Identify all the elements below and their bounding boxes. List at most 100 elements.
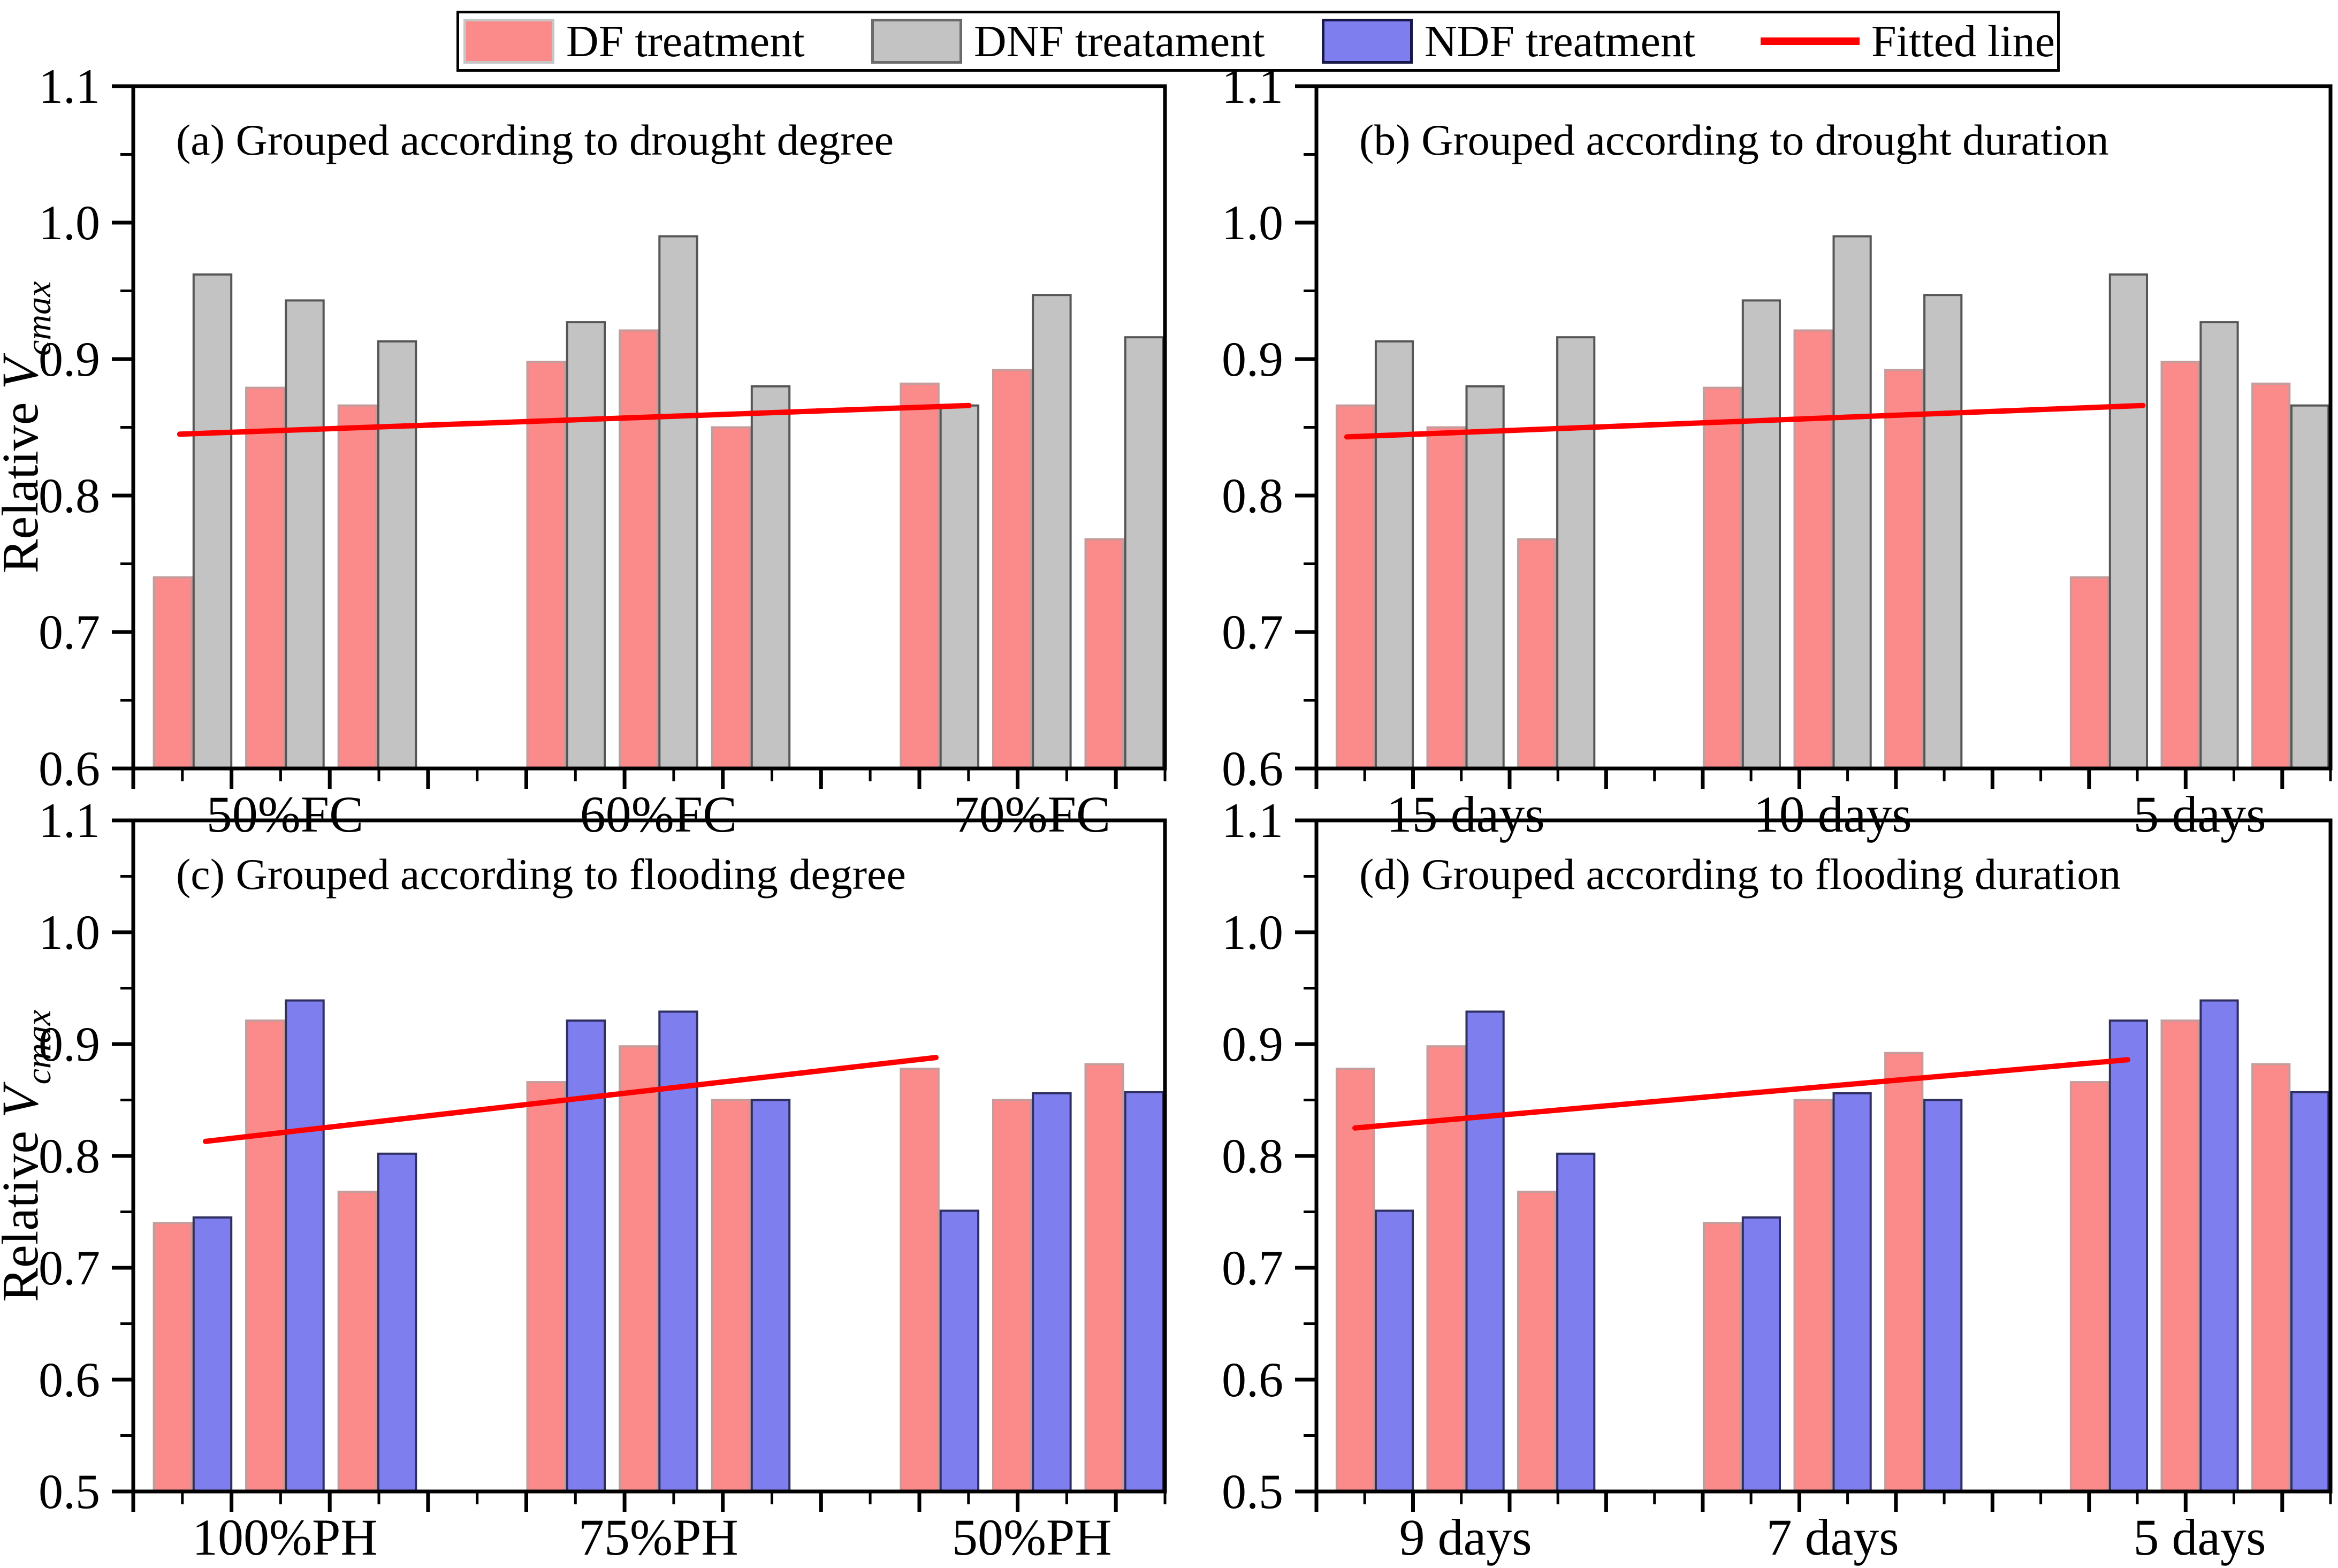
panel-d-bar-ndf-6 [2108,1019,2149,1493]
panel-b-category-label: 10 days [1754,786,1912,843]
panel-c-ytick-label: 0.6 [39,1352,100,1407]
panel-d-category-label: 7 days [1766,1509,1899,1566]
panel-d-bar-ndf-7 [2199,999,2239,1493]
panel-a-bar-dnf-8 [1124,336,1164,770]
panel-a-bar-df-5 [711,426,751,770]
panel-c-bar-df-3 [526,1081,566,1493]
panel-c-bar-df-8 [1084,1063,1124,1493]
panel-d-bar-ndf-0 [1374,1209,1414,1493]
panel-c-bar-df-1 [245,1019,285,1493]
panel-b-fitted-line [1344,402,2146,440]
panel-a-bar-dnf-2 [377,340,417,770]
panel-a-ytick-label: 1.0 [39,195,100,250]
panel-a-bar-df-2 [337,404,378,770]
panel-b-title: (b) Grouped according to drought duratio… [1359,116,2108,164]
panel-b-bar-df-5 [1884,369,1924,770]
panel-c-ytick-label: 1.0 [39,905,100,960]
panel-a-bar-df-0 [153,576,193,770]
panel-a-bar-df-7 [992,369,1032,770]
dnf-swatch-icon [871,19,962,64]
panel-c-bar-ndf-7 [1032,1092,1072,1493]
panel-c-fitted-line [203,1055,939,1144]
panel-b-bar-dnf-8 [2290,404,2330,770]
panel-b-bar-dnf-5 [1923,294,1963,770]
panel-d-bar-ndf-1 [1465,1010,1505,1493]
panel-a-bar-df-3 [526,361,566,770]
panel-d-bar-df-6 [2069,1081,2109,1493]
panel-d-bar-df-8 [2251,1063,2291,1493]
legend-item-dnf: DNF treatament [871,13,1265,69]
panel-b-category-label: 5 days [2134,786,2266,843]
legend-item-fitted-line: Fitted line [1761,13,2055,69]
panel-a-bar-df-8 [1084,538,1124,770]
panel-c-y-axis-label: RelativeVcmax [0,1010,58,1302]
panel-a-ytick-label: 1.1 [39,59,100,113]
panel-a-fitted-line [177,402,972,437]
panel-b-bar-df-2 [1517,538,1557,770]
panel-d-bar-df-0 [1335,1068,1375,1493]
panel-b-bar-df-6 [2069,576,2109,770]
panel-b-bar-df-0 [1335,404,1375,770]
panel-b-bar-df-7 [2160,361,2200,770]
panel-c-ytick-label: 0.9 [39,1017,100,1071]
panel-b-ytick-label: 0.8 [1222,468,1283,523]
panel-d-bar-df-4 [1793,1099,1833,1493]
panel-a-bar-dnf-3 [566,321,606,770]
panel-c-bar-df-4 [619,1045,659,1493]
panel-b-bar-dnf-7 [2199,321,2239,770]
panel-b-bar-df-4 [1793,329,1833,770]
panel-d-bar-df-3 [1702,1222,1742,1493]
panel-b-category-label: 15 days [1387,786,1545,843]
panel-b-bar-dnf-2 [1556,336,1596,770]
panel-d-ytick-label: 0.9 [1222,1017,1283,1071]
df-swatch-icon [463,19,554,64]
panel-a-category-label: 50%FC [207,786,363,843]
panel-d-fitted-line [1352,1057,2130,1131]
panel-a-title: (a) Grouped according to drought degree [176,116,894,164]
ndf-swatch-icon [1322,19,1413,64]
panel-c-bar-ndf-6 [939,1209,980,1493]
panel-d-bar-ndf-5 [1923,1099,1963,1493]
panel-d-bar-ndf-3 [1741,1216,1781,1493]
panel-c-ytick-label: 0.5 [39,1464,100,1519]
panel-d-bar-ndf-8 [2290,1091,2330,1493]
panel-a-bar-dnf-1 [285,299,325,770]
panel-a-bar-df-6 [900,382,940,770]
panel-a-bar-dnf-5 [750,385,791,770]
panel-d-bar-df-5 [1884,1052,1924,1493]
panel-b-bar-dnf-6 [2108,273,2149,770]
panel-b-bar-df-1 [1426,426,1466,770]
panel-b-ytick-label: 1.0 [1222,195,1283,250]
panel-c-bar-ndf-4 [658,1010,698,1493]
panel-a-ytick-label: 0.9 [39,332,100,386]
panel-c-category-label: 50%PH [952,1509,1112,1566]
panel-c-bar-df-2 [337,1190,378,1493]
panel-c-bar-ndf-3 [566,1019,606,1493]
panel-d-bar-df-7 [2160,1019,2200,1493]
panel-a-bar-dnf-0 [192,273,233,770]
panel-b-ytick-label: 0.7 [1222,605,1283,659]
panel-c-category-label: 100%PH [192,1509,378,1566]
panel-a-bar-dnf-7 [1032,294,1072,770]
panel-c-ytick-label: 0.7 [39,1240,100,1295]
panel-c-bar-df-7 [992,1099,1032,1493]
panel-c-bar-ndf-8 [1124,1091,1164,1493]
fitted-line-swatch-icon [1761,37,1860,45]
legend-item-ndf: NDF treatment [1322,13,1695,69]
panel-a-ytick-label: 0.7 [39,605,100,659]
panel-c-bar-df-0 [153,1222,193,1493]
panel-c-ytick-label: 1.1 [39,793,100,848]
panel-a-y-axis-label: RelativeVcmax [0,281,58,574]
panel-b-bar-dnf-0 [1374,340,1414,770]
panel-b-bar-df-8 [2251,382,2291,770]
panel-d-bar-df-1 [1426,1045,1466,1493]
panel-a-bar-dnf-4 [658,235,698,770]
panel-a-category-label: 60%FC [580,786,737,843]
panel-c-bar-df-5 [711,1099,751,1493]
panel-c-bar-ndf-1 [285,999,325,1493]
legend-label-ndf: NDF treatment [1425,16,1696,66]
panel-c-title: (c) Grouped according to flooding degree [176,850,906,899]
panel-d-ytick-label: 1.1 [1222,793,1283,848]
panel-b-bar-dnf-1 [1465,385,1505,770]
